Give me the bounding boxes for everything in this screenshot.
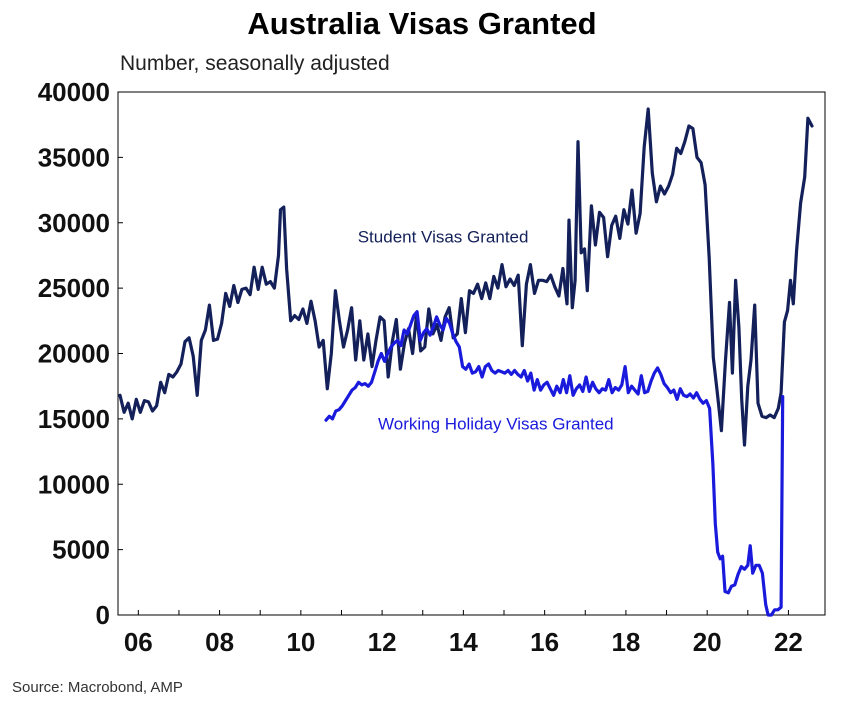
x-tick-label: 12 — [368, 627, 397, 657]
y-tick-label: 40000 — [38, 77, 110, 107]
x-tick-label: 06 — [124, 627, 153, 657]
y-tick-label: 10000 — [38, 469, 110, 499]
y-tick-label: 35000 — [38, 142, 110, 172]
y-tick-label: 5000 — [52, 535, 110, 565]
series-labels: Student Visas Granted Working Holiday Vis… — [358, 227, 614, 433]
x-tick-label: 08 — [205, 627, 234, 657]
x-tick-label: 18 — [611, 627, 640, 657]
x-tick-label: 22 — [774, 627, 803, 657]
plot-frame — [117, 91, 826, 616]
y-tick-label: 0 — [96, 600, 110, 630]
series-line-student-visas — [118, 107, 814, 447]
series-lines — [118, 107, 814, 617]
y-axis: 0 5000 10000 15000 20000 25000 30000 35000 40000 — [38, 77, 123, 630]
x-tick-label: 14 — [449, 627, 478, 657]
x-tick-label: 10 — [286, 627, 315, 657]
source-note: Source: Macrobond, AMP — [12, 679, 183, 696]
x-tick-label: 16 — [530, 627, 559, 657]
chart-title: Australia Visas Granted — [247, 6, 597, 41]
y-tick-label: 20000 — [38, 339, 110, 369]
x-axis: 06 08 10 12 14 16 18 20 22 — [124, 610, 803, 657]
y-tick-label: 30000 — [38, 208, 110, 238]
y-tick-label: 25000 — [38, 273, 110, 303]
series-label-student-visas: Student Visas Granted — [358, 227, 529, 246]
series-label-working-holiday-visas: Working Holiday Visas Granted — [378, 414, 614, 433]
chart-subtitle: Number, seasonally adjusted — [120, 52, 390, 75]
x-tick-label: 20 — [693, 627, 722, 657]
series-line-working-holiday-visas — [324, 310, 785, 617]
y-tick-label: 15000 — [38, 404, 110, 434]
